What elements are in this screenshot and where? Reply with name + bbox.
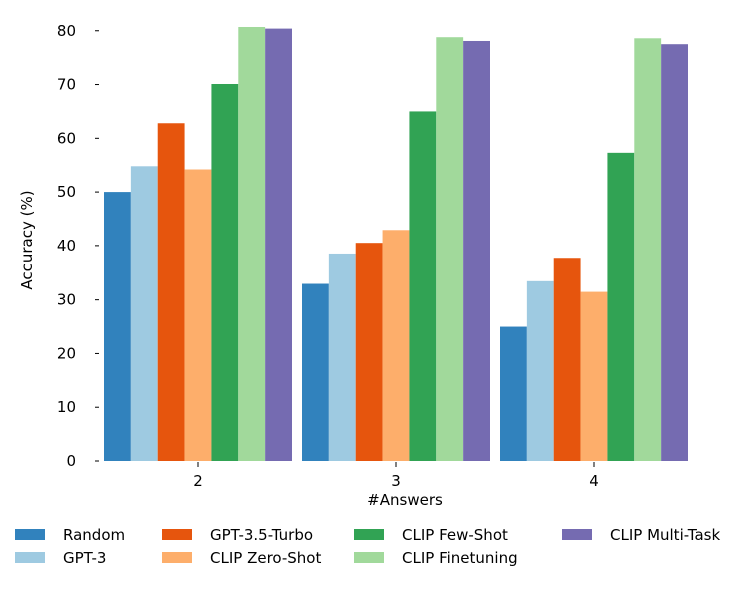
- legend-item-clip-zero-shot: CLIP Zero-Shot: [162, 549, 321, 567]
- y-tick-label: 10: [57, 398, 76, 416]
- y-tick-label: 40: [57, 237, 76, 255]
- bar-gpt-3-5-turbo-4: [553, 258, 581, 461]
- bar-clip-multi-task-3: [463, 40, 490, 461]
- bar-clip-zero-shot-3: [382, 230, 410, 461]
- y-tick-label: 0: [66, 452, 76, 470]
- bar-clip-few-shot-4: [607, 152, 635, 461]
- legend-label: CLIP Multi-Task: [610, 526, 720, 544]
- bar-gpt-3-4: [526, 280, 554, 461]
- bar-clip-multi-task-4: [661, 44, 688, 461]
- legend-swatch: [15, 529, 45, 540]
- legend-swatch: [354, 529, 384, 540]
- bar-random-4: [500, 326, 527, 461]
- legend-swatch: [354, 552, 384, 563]
- bar-random-2: [104, 192, 131, 461]
- legend-label: CLIP Zero-Shot: [210, 549, 321, 567]
- legend-item-clip-few-shot: CLIP Few-Shot: [354, 526, 508, 544]
- legend-swatch: [162, 552, 192, 563]
- bar-clip-few-shot-2: [211, 83, 239, 461]
- bar-gpt-3-5-turbo-2: [157, 123, 185, 461]
- bar-clip-zero-shot-2: [184, 169, 212, 461]
- y-tick-label: 50: [57, 183, 76, 201]
- bar-clip-zero-shot-4: [580, 291, 608, 461]
- bar-gpt-3-2: [130, 166, 158, 461]
- x-tick-label: 4: [589, 472, 599, 490]
- bar-clip-multi-task-2: [265, 28, 292, 461]
- x-axis-title: #Answers: [367, 491, 443, 509]
- bar-random-3: [302, 283, 329, 461]
- legend-item-gpt-3-5-turbo: GPT-3.5-Turbo: [162, 526, 313, 544]
- bar-clip-finetuning-4: [634, 38, 662, 461]
- y-axis: 0 10 20 30 40 50 60 70 80: [57, 22, 99, 470]
- y-tick-label: 60: [57, 129, 76, 147]
- bar-gpt-3-5-turbo-3: [355, 243, 383, 461]
- y-tick-label: 70: [57, 76, 76, 94]
- bar-clip-finetuning-2: [238, 26, 266, 462]
- x-axis: 2 3 4: [193, 462, 599, 490]
- legend-label: CLIP Few-Shot: [402, 526, 508, 544]
- legend: Random GPT-3 GPT-3.5-Turbo CLIP Zero-Shot CL…: [15, 526, 720, 567]
- x-tick-label: 2: [193, 472, 203, 490]
- y-tick-label: 20: [57, 344, 76, 362]
- plot-area: [104, 26, 688, 462]
- legend-swatch: [15, 552, 45, 563]
- legend-item-clip-finetuning: CLIP Finetuning: [354, 549, 518, 567]
- legend-label: GPT-3: [63, 549, 106, 567]
- y-tick-label: 80: [57, 22, 76, 40]
- legend-item-clip-multi-task: CLIP Multi-Task: [562, 526, 720, 544]
- bar-group-3: [302, 37, 490, 462]
- bar-clip-few-shot-3: [409, 111, 437, 462]
- legend-item-gpt-3: GPT-3: [15, 549, 106, 567]
- legend-swatch: [162, 529, 192, 540]
- bar-clip-finetuning-3: [436, 37, 464, 462]
- legend-swatch: [562, 529, 592, 540]
- bar-gpt-3-3: [328, 253, 356, 461]
- y-tick-label: 30: [57, 291, 76, 309]
- legend-label: Random: [63, 526, 125, 544]
- y-axis-title: Accuracy (%): [18, 190, 36, 289]
- legend-label: GPT-3.5-Turbo: [210, 526, 313, 544]
- legend-label: CLIP Finetuning: [402, 549, 518, 567]
- x-tick-label: 3: [391, 472, 401, 490]
- legend-item-random: Random: [15, 526, 125, 544]
- bar-group-4: [500, 38, 688, 461]
- bar-group-2: [104, 26, 292, 462]
